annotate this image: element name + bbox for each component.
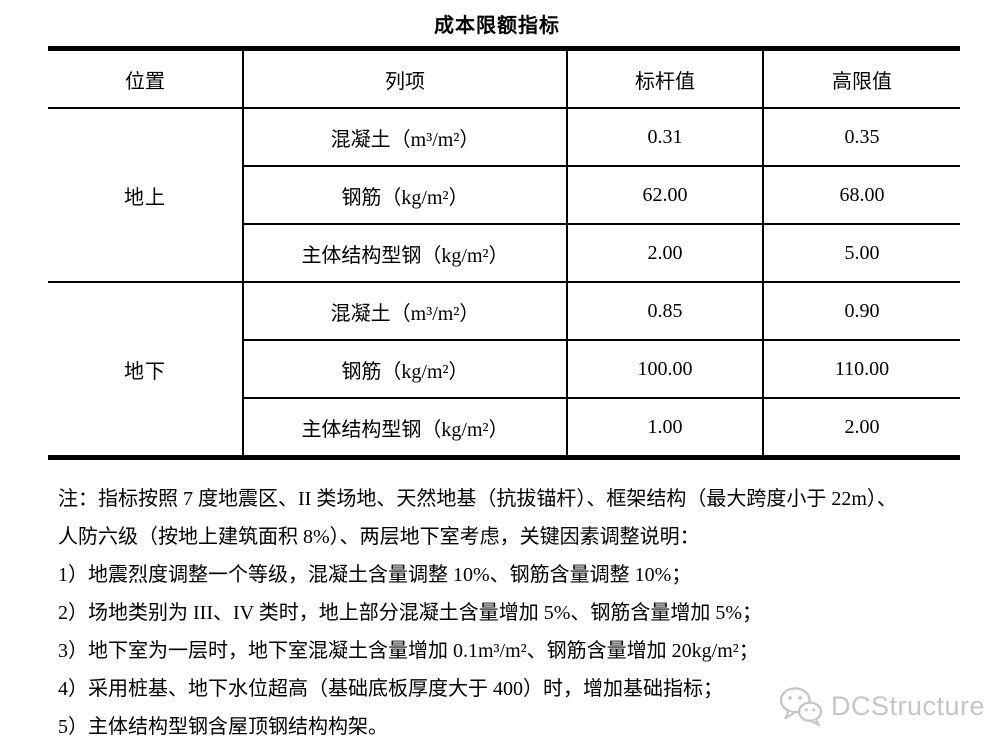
item-cell: 钢筋（kg/m²） [242,340,567,399]
item-cell: 钢筋（kg/m²） [242,166,567,225]
cost-limit-table: 位置 列项 标杆值 高限值 地上 混凝土（m³/m²） 0.31 0.35 钢筋… [48,46,960,460]
table-row: 地上 混凝土（m³/m²） 0.31 0.35 [48,108,960,283]
page-title: 成本限额指标 [434,15,560,37]
watermark-text: DCStructure [831,690,986,721]
item-cell: 主体结构型钢（kg/m²） [242,224,567,283]
header-benchmark: 标杆值 [566,48,763,109]
item-cell: 主体结构型钢（kg/m²） [242,398,567,458]
note-line-3: 1）地震烈度调整一个等级，混凝土含量调整 10%、钢筋含量调整 10%； [58,564,692,586]
header-item: 列项 [242,48,567,109]
location-cell-underground: 地下 [124,360,166,383]
notes-section: 注：指标按照 7 度地震区、II 类场地、天然地基（抗拔锚杆）、框架结构（最大跨… [58,480,970,746]
note-line-7: 5）主体结构型钢含屋顶钢结构构架。 [58,716,388,738]
header-location: 位置 [48,48,243,109]
header-high-limit: 高限值 [762,48,960,109]
wechat-icon [778,686,824,726]
watermark: DCStructure [778,686,985,726]
benchmark-cell: 0.85 [566,282,763,341]
table-row: 地下 混凝土（m³/m²） 0.85 0.90 [48,282,960,383]
high-limit-cell: 68.00 [762,166,960,225]
location-cell-aboveground: 地上 [48,108,243,283]
table-row: 钢筋（kg/m²） 62.00 68.00 [48,166,960,225]
benchmark-cell: 62.00 [566,166,763,225]
table-row: 主体结构型钢（kg/m²） 2.00 5.00 [48,224,960,283]
high-limit-cell: 0.90 [762,282,960,341]
note-line-4: 2）场地类别为 III、IV 类时，地上部分混凝土含量增加 5%、钢筋含量增加 … [58,602,763,624]
high-limit-cell: 2.00 [762,398,960,458]
high-limit-cell: 0.35 [762,108,960,167]
high-limit-cell: 5.00 [762,224,960,283]
table-row: 钢筋（kg/m²） 100.00 110.00 [48,340,960,399]
table-header-row: 位置 列项 标杆值 高限值 [48,48,960,109]
table-row: 主体结构型钢（kg/m²） 1.00 2.00 [48,398,960,458]
high-limit-cell: 110.00 [762,340,960,399]
benchmark-cell: 0.31 [566,108,763,167]
item-cell: 混凝土（m³/m²） [242,282,567,341]
item-cell: 混凝土（m³/m²） [242,108,567,167]
note-line-1: 注：指标按照 7 度地震区、II 类场地、天然地基（抗拔锚杆）、框架结构（最大跨… [58,488,897,510]
benchmark-cell: 100.00 [566,340,763,399]
note-line-5: 3）地下室为一层时，地下室混凝土含量增加 0.1m³/m²、钢筋含量增加 20k… [58,640,759,662]
note-line-6: 4）采用桩基、地下水位超高（基础底板厚度大于 400）时，增加基础指标； [58,678,723,700]
benchmark-cell: 2.00 [566,224,763,283]
benchmark-cell: 1.00 [566,398,763,458]
note-line-2: 人防六级（按地上建筑面积 8%）、两层地下室考虑，关键因素调整说明： [58,526,700,548]
